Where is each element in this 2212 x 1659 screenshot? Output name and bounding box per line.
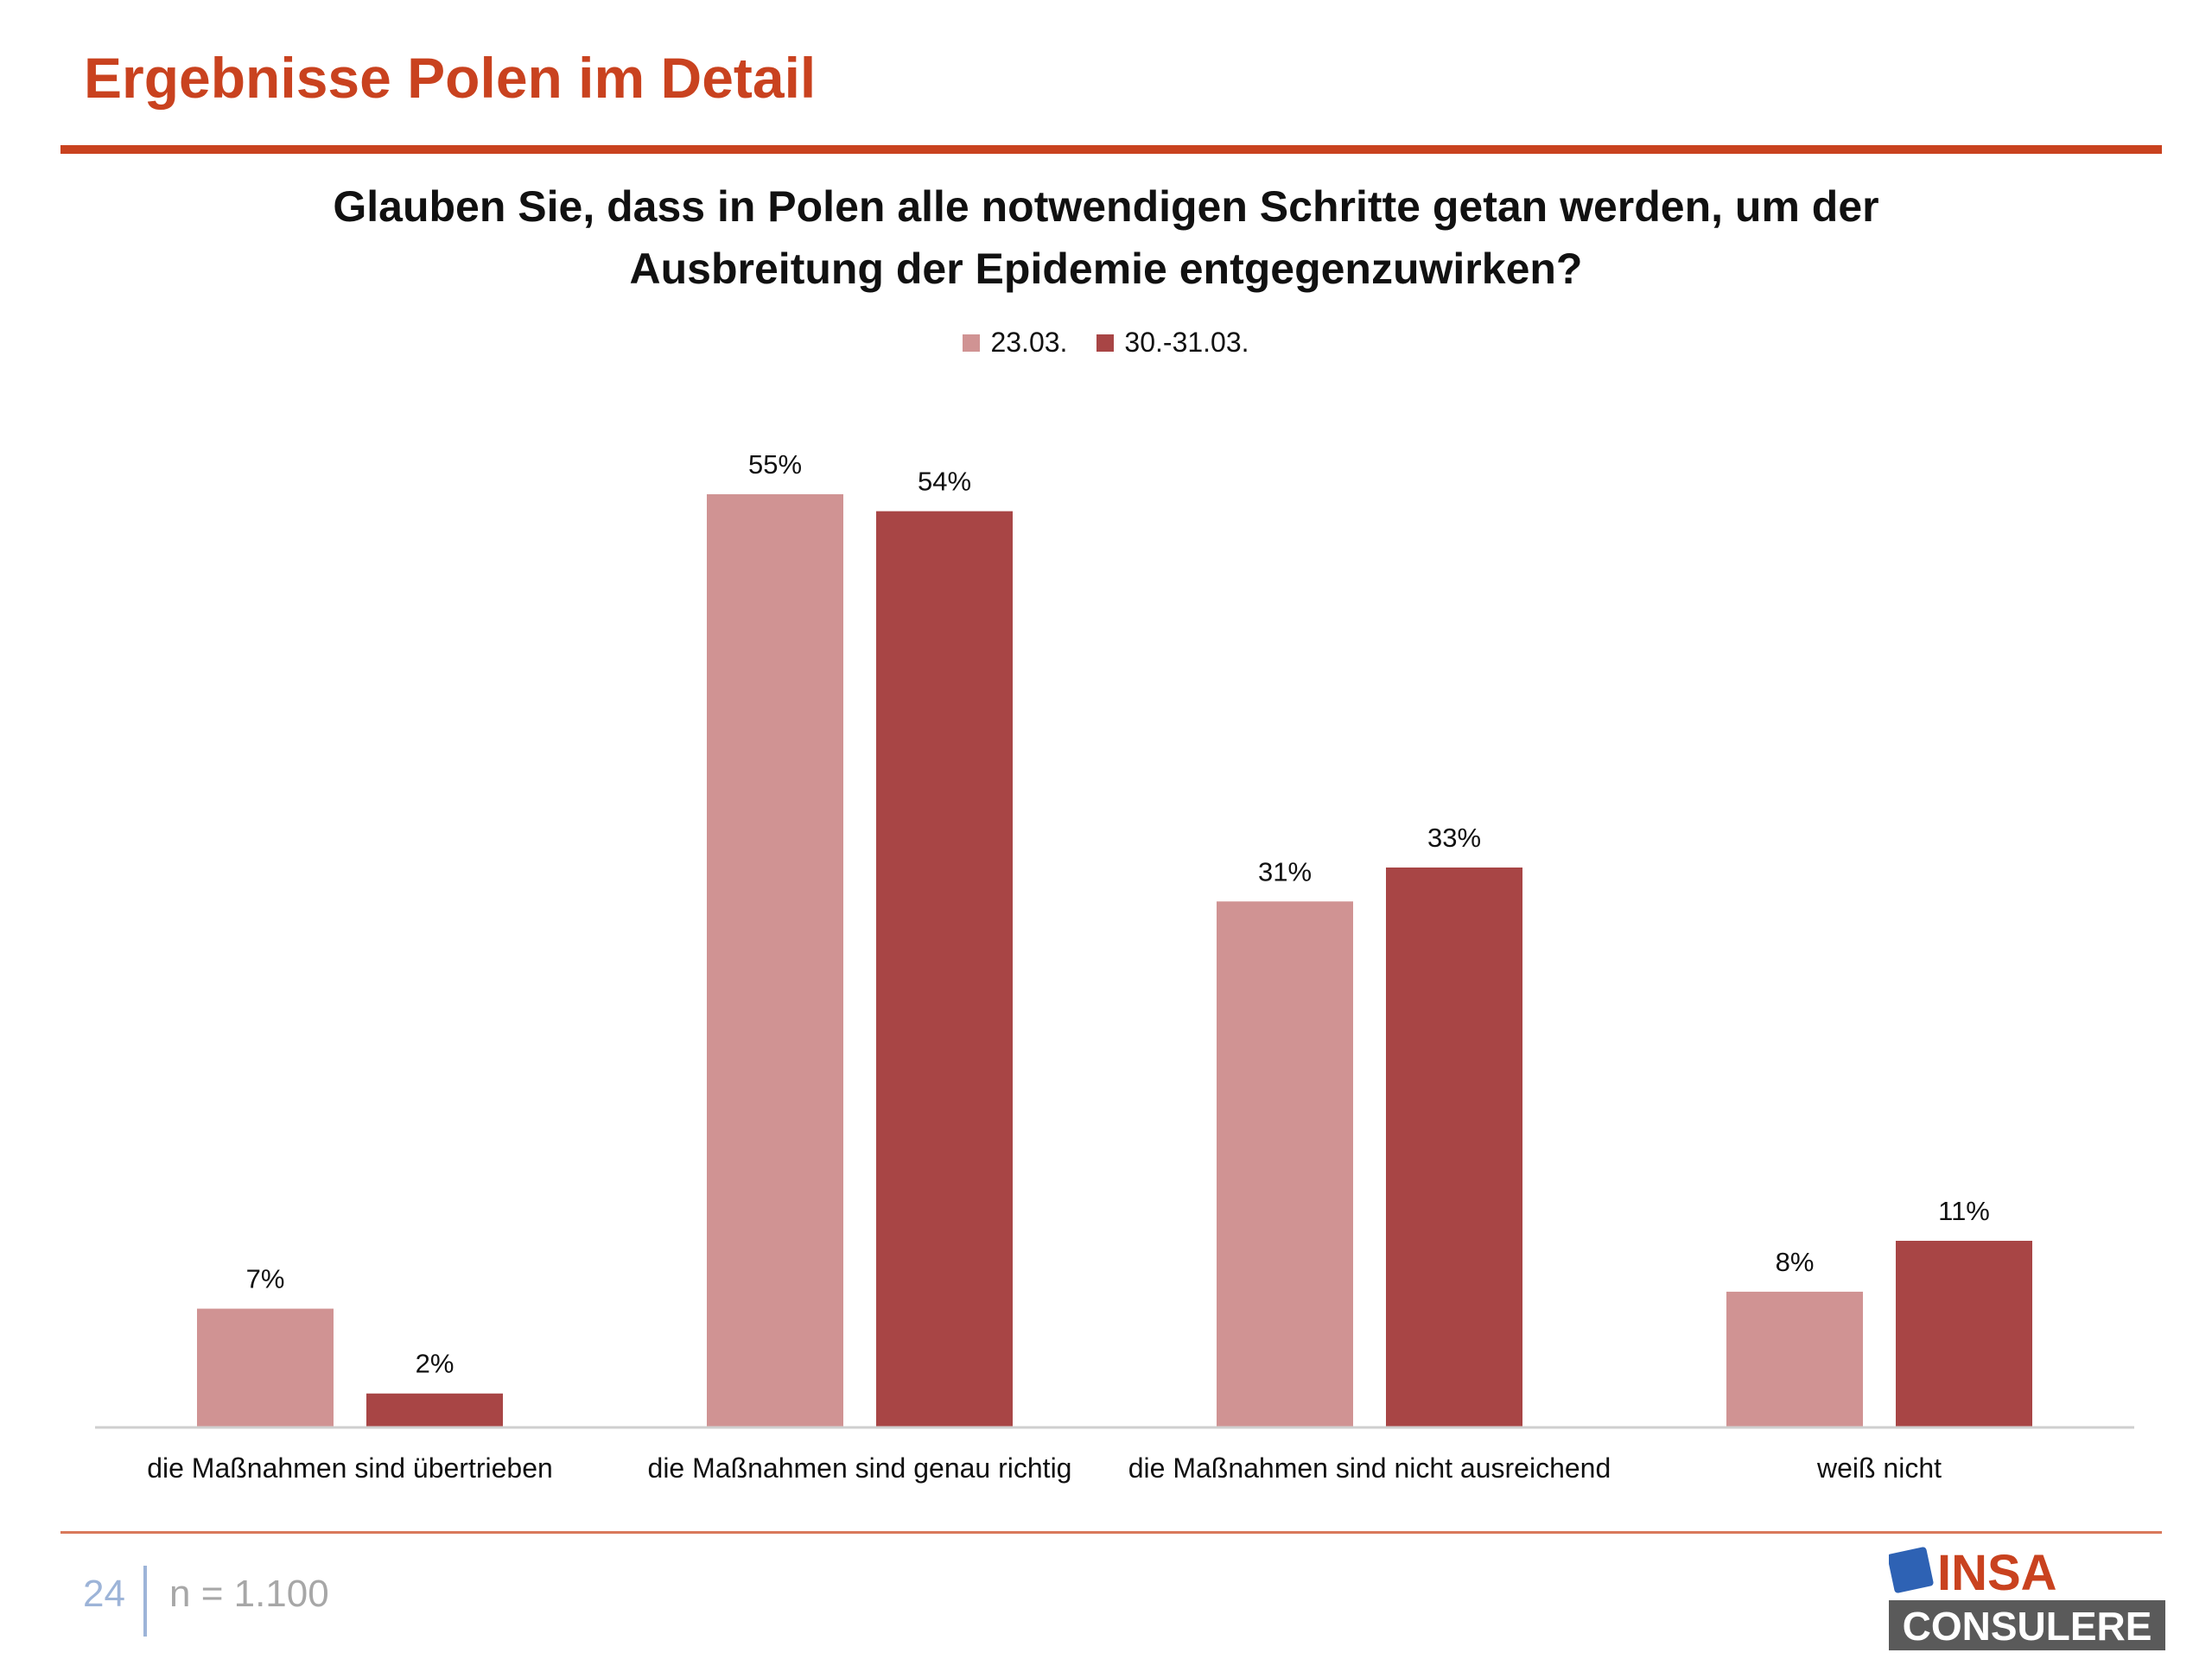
data-label-1-series-1: 7% [246, 1264, 285, 1294]
legend-swatch-series-1 [963, 334, 981, 352]
data-label-4-series-2: 11% [1938, 1196, 1990, 1226]
bar-1-series-2 [366, 1393, 503, 1427]
data-label-2-series-1: 55% [748, 449, 802, 480]
chart-question: Glauben Sie, dass in Polen alle notwendi… [156, 175, 2056, 300]
page-number: 24 [83, 1573, 125, 1615]
data-label-3-series-1: 31% [1258, 856, 1312, 887]
legend-label-series-2: 30.-31.03. [1124, 327, 1249, 358]
legend-swatch-series-2 [1096, 334, 1115, 352]
category-label-2: die Maßnahmen sind genau richtig [648, 1452, 1072, 1484]
logo-word-insa: INSA [1937, 1547, 2057, 1601]
data-label-2-series-2: 54% [918, 467, 971, 497]
logo-mark [1889, 1547, 1934, 1593]
bar-chart: 7% 2% die Maßnahmen sind übertrieben 55% 54%… [95, 449, 2134, 1484]
category-label-4: weiß nicht [1816, 1452, 1942, 1484]
bar-1-series-1 [197, 1308, 334, 1427]
bar-2-series-2 [876, 511, 1013, 1427]
question-line-1: Glauben Sie, dass in Polen alle notwendi… [333, 182, 1879, 231]
legend-item-series-2: 30.-31.03. [1096, 327, 1249, 359]
slide-title: Ergebnisse Polen im Detail [84, 46, 817, 110]
data-label-4-series-1: 8% [1776, 1247, 1815, 1277]
logo-word-consulere: CONSULERE [1903, 1604, 2152, 1649]
footer-separator [143, 1566, 147, 1637]
category-label-3: die Maßnahmen sind nicht ausreichend [1128, 1452, 1611, 1484]
sample-size: n = 1.100 [169, 1573, 329, 1615]
bar-3-series-2 [1386, 868, 1522, 1427]
legend-label-series-1: 23.03. [990, 327, 1068, 358]
data-label-3-series-2: 33% [1427, 823, 1481, 853]
insa-consulere-logo: INSA CONSULERE [1889, 1547, 2165, 1650]
logo-band [1889, 1600, 2165, 1650]
bar-2-series-1 [707, 494, 843, 1427]
data-label-1-series-2: 2% [416, 1349, 454, 1379]
footer-divider [60, 1531, 2162, 1534]
header-divider [60, 145, 2162, 154]
legend-item-series-1: 23.03. [963, 327, 1067, 359]
bar-3-series-1 [1217, 901, 1353, 1427]
question-line-2: Ausbreitung der Epidemie entgegenzuwirke… [629, 245, 1583, 293]
bar-4-series-1 [1726, 1291, 1863, 1427]
category-label-1: die Maßnahmen sind übertrieben [147, 1452, 553, 1484]
chart-legend: 23.03. 30.-31.03. [0, 327, 2212, 359]
bar-4-series-2 [1896, 1241, 2032, 1427]
